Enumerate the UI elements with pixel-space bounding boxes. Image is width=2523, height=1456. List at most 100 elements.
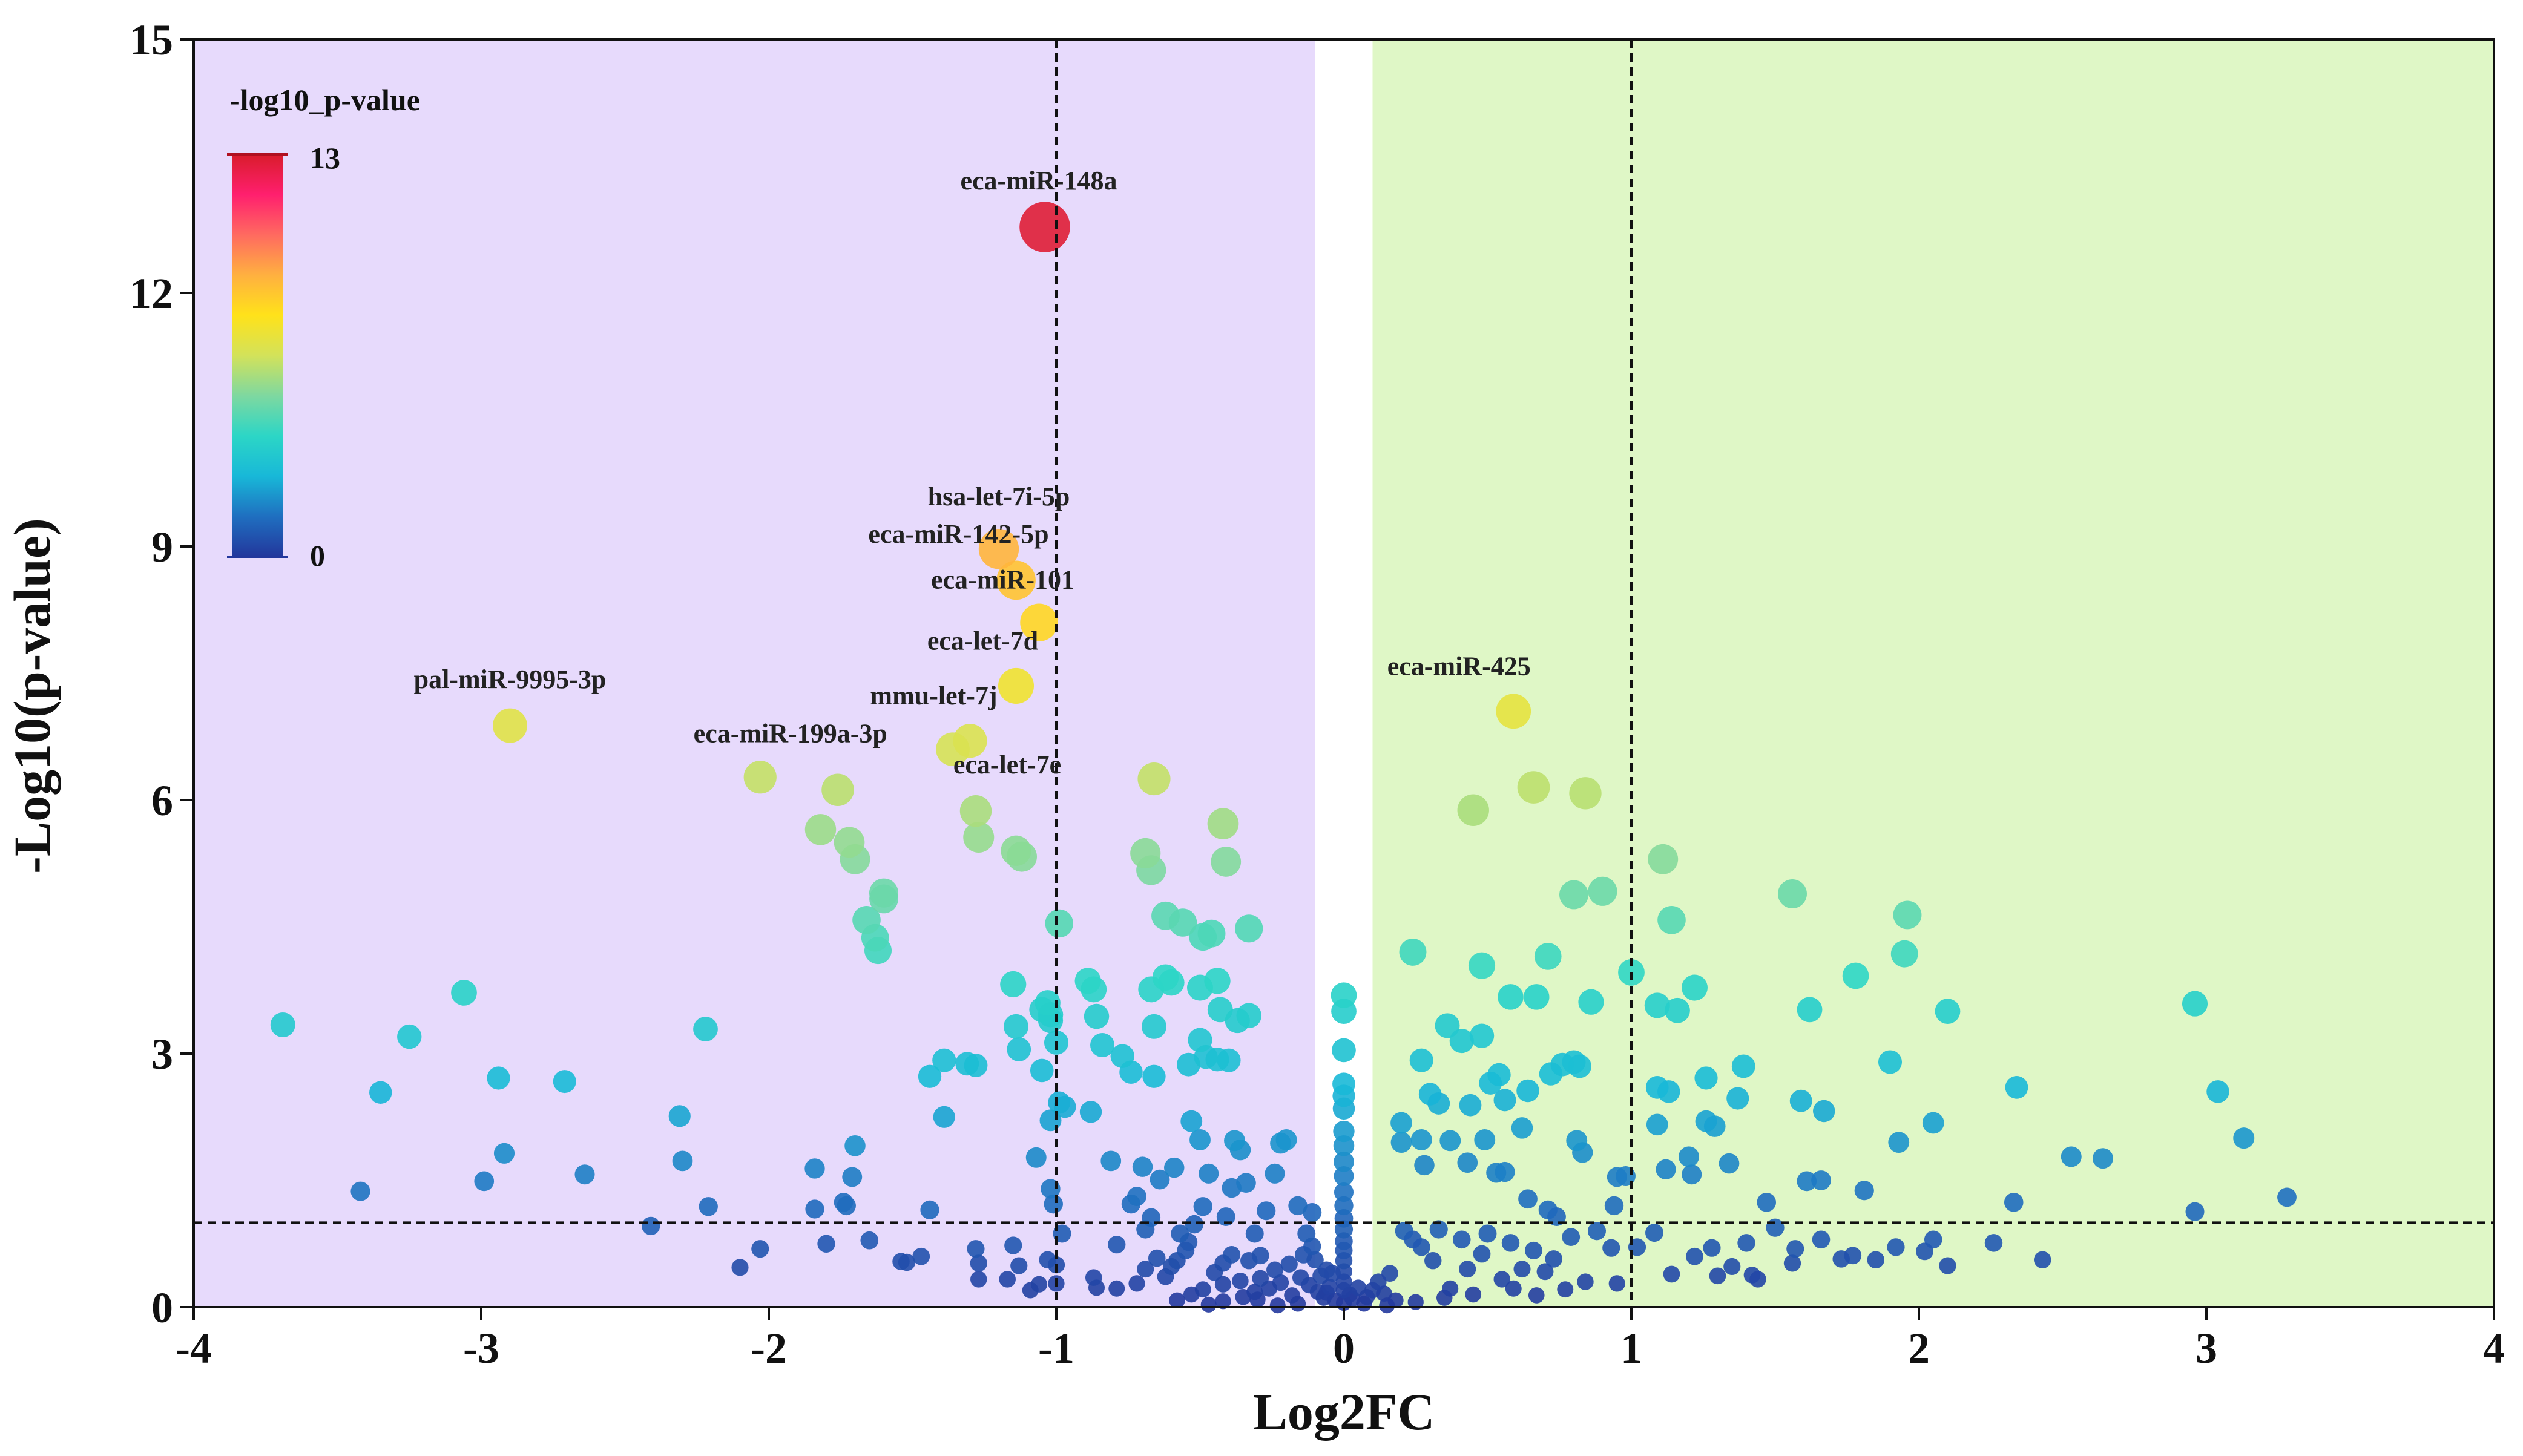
data-point (1164, 1157, 1185, 1178)
y-tick-label: 9 (151, 523, 173, 571)
data-point (1074, 968, 1101, 994)
data-point (1185, 1215, 1204, 1234)
data-point (1334, 1151, 1354, 1172)
data-point (1797, 997, 1823, 1023)
data-point (1474, 1129, 1496, 1150)
data-point (920, 1200, 939, 1219)
data-point (1813, 1100, 1835, 1123)
data-points (270, 202, 2297, 1314)
data-point (1439, 1130, 1461, 1152)
data-point (1100, 1150, 1122, 1172)
data-point (2061, 1146, 2082, 1167)
data-point (1128, 1275, 1145, 1292)
data-point (1786, 1240, 1804, 1258)
data-point (369, 1081, 392, 1104)
data-point (2033, 1251, 2051, 1269)
point-label: eca-miR-142-5p (868, 519, 1048, 549)
data-point (1559, 880, 1588, 910)
data-point (1332, 1038, 1356, 1063)
data-point (1297, 1224, 1316, 1243)
data-point (1272, 1274, 1289, 1291)
data-point (1409, 1048, 1433, 1072)
data-point (1035, 990, 1061, 1016)
data-point (1457, 794, 1489, 826)
data-point (731, 1259, 749, 1276)
data-point (1275, 1129, 1297, 1150)
data-point (1893, 900, 1922, 930)
x-tick-label: -1 (1038, 1324, 1074, 1372)
data-point (1523, 984, 1550, 1010)
data-point (1395, 1222, 1413, 1241)
data-point (1709, 1267, 1726, 1285)
data-point (553, 1070, 576, 1094)
y-tick-label: 15 (130, 16, 173, 64)
x-tick-label: 4 (2483, 1324, 2505, 1372)
data-point (1648, 844, 1679, 874)
data-point (1189, 1129, 1211, 1150)
data-point (1867, 1251, 1885, 1269)
point-label: eca-let-7e (953, 750, 1061, 779)
data-point (1236, 1003, 1262, 1028)
data-point (1604, 1196, 1624, 1216)
data-point (1200, 1296, 1217, 1313)
data-point (2005, 1076, 2028, 1099)
data-point (1686, 1247, 1703, 1265)
data-point (1418, 1083, 1442, 1106)
data-point (1789, 1089, 1812, 1112)
data-point (1030, 1058, 1054, 1083)
data-point (842, 1167, 863, 1187)
data-point (1695, 1110, 1717, 1132)
data-point (1332, 1072, 1355, 1096)
data-point (1048, 1091, 1071, 1114)
data-point (1252, 1270, 1269, 1287)
data-point (1142, 1208, 1161, 1227)
data-point (1142, 1014, 1166, 1039)
data-point (996, 560, 1036, 600)
x-tick-label: 3 (2196, 1324, 2217, 1372)
data-point (1257, 1201, 1276, 1221)
data-point (1811, 1170, 1831, 1190)
data-point (1935, 999, 1961, 1025)
data-point (999, 1271, 1016, 1288)
data-point (474, 1171, 495, 1192)
data-point (1151, 901, 1180, 930)
data-point (1331, 982, 1357, 1008)
data-point (1350, 1279, 1367, 1296)
data-point (1645, 1076, 1669, 1099)
point-annotations: eca-miR-148a hsa-let-7i-5p eca-miR-142-5p e… (414, 166, 1531, 779)
data-point (1194, 1281, 1211, 1298)
x-tick-label: 1 (1620, 1324, 1642, 1372)
data-point (1390, 1112, 1412, 1134)
data-point (1303, 1203, 1322, 1222)
data-point (1602, 1239, 1620, 1257)
data-point (1723, 1258, 1741, 1276)
data-point (1562, 1050, 1586, 1074)
data-point (1084, 1003, 1110, 1029)
colorbar-gradient (232, 154, 283, 557)
data-point (1039, 1251, 1057, 1269)
colorbar-min-label: 0 (310, 539, 325, 572)
data-point (1737, 1234, 1755, 1252)
data-point (1924, 1230, 1942, 1249)
data-point (1578, 989, 1604, 1015)
data-point (1663, 1265, 1680, 1283)
point-label: mmu-let-7j (870, 681, 997, 710)
data-point (970, 1254, 987, 1272)
data-point (1207, 808, 1239, 839)
data-point (1108, 1280, 1125, 1297)
data-point (487, 1066, 510, 1090)
data-point (2093, 1148, 2113, 1169)
data-point (1137, 1261, 1154, 1278)
data-point (1518, 1189, 1538, 1209)
data-point (1197, 919, 1226, 948)
data-point (1854, 1181, 1874, 1201)
x-axis-title: Log2FC (1253, 1383, 1435, 1441)
data-point (642, 1216, 660, 1236)
data-point (1204, 968, 1231, 994)
data-point (1079, 1101, 1102, 1123)
data-point (912, 1247, 930, 1265)
colorbar-legend: -log10_p-value 13 0 (227, 83, 420, 572)
